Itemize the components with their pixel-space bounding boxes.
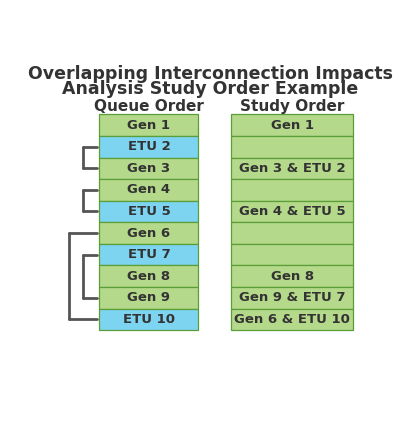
FancyBboxPatch shape (231, 266, 353, 287)
FancyBboxPatch shape (99, 222, 198, 244)
Text: Study Order: Study Order (240, 99, 344, 114)
FancyBboxPatch shape (99, 136, 198, 158)
Text: Gen 4 & ETU 5: Gen 4 & ETU 5 (238, 205, 345, 218)
Text: Gen 8: Gen 8 (127, 270, 170, 283)
FancyBboxPatch shape (231, 201, 353, 222)
FancyBboxPatch shape (231, 308, 353, 330)
Text: Gen 3: Gen 3 (127, 162, 170, 175)
Text: ETU 5: ETU 5 (127, 205, 170, 218)
Text: Queue Order: Queue Order (94, 99, 203, 114)
FancyBboxPatch shape (99, 114, 198, 136)
FancyBboxPatch shape (231, 287, 353, 308)
Text: Overlapping Interconnection Impacts: Overlapping Interconnection Impacts (27, 65, 392, 83)
FancyBboxPatch shape (231, 136, 353, 158)
Text: Gen 9: Gen 9 (127, 291, 170, 304)
Text: Analysis Study Order Example: Analysis Study Order Example (62, 80, 357, 98)
Text: Gen 3 & ETU 2: Gen 3 & ETU 2 (238, 162, 345, 175)
FancyBboxPatch shape (231, 244, 353, 266)
FancyBboxPatch shape (231, 179, 353, 201)
FancyBboxPatch shape (99, 179, 198, 201)
FancyBboxPatch shape (99, 201, 198, 222)
FancyBboxPatch shape (231, 222, 353, 244)
Text: ETU 10: ETU 10 (123, 313, 175, 326)
FancyBboxPatch shape (231, 158, 353, 179)
FancyBboxPatch shape (99, 244, 198, 266)
FancyBboxPatch shape (99, 158, 198, 179)
Text: Gen 1: Gen 1 (270, 119, 313, 132)
Text: Gen 8: Gen 8 (270, 270, 313, 283)
Text: Gen 6: Gen 6 (127, 227, 170, 240)
Text: ETU 7: ETU 7 (127, 248, 170, 261)
Text: Gen 9 & ETU 7: Gen 9 & ETU 7 (238, 291, 345, 304)
FancyBboxPatch shape (99, 287, 198, 308)
Text: Gen 1: Gen 1 (127, 119, 170, 132)
FancyBboxPatch shape (99, 308, 198, 330)
Text: Gen 6 & ETU 10: Gen 6 & ETU 10 (234, 313, 349, 326)
Text: Gen 4: Gen 4 (127, 183, 170, 196)
FancyBboxPatch shape (231, 114, 353, 136)
Text: ETU 2: ETU 2 (127, 140, 170, 153)
FancyBboxPatch shape (99, 266, 198, 287)
